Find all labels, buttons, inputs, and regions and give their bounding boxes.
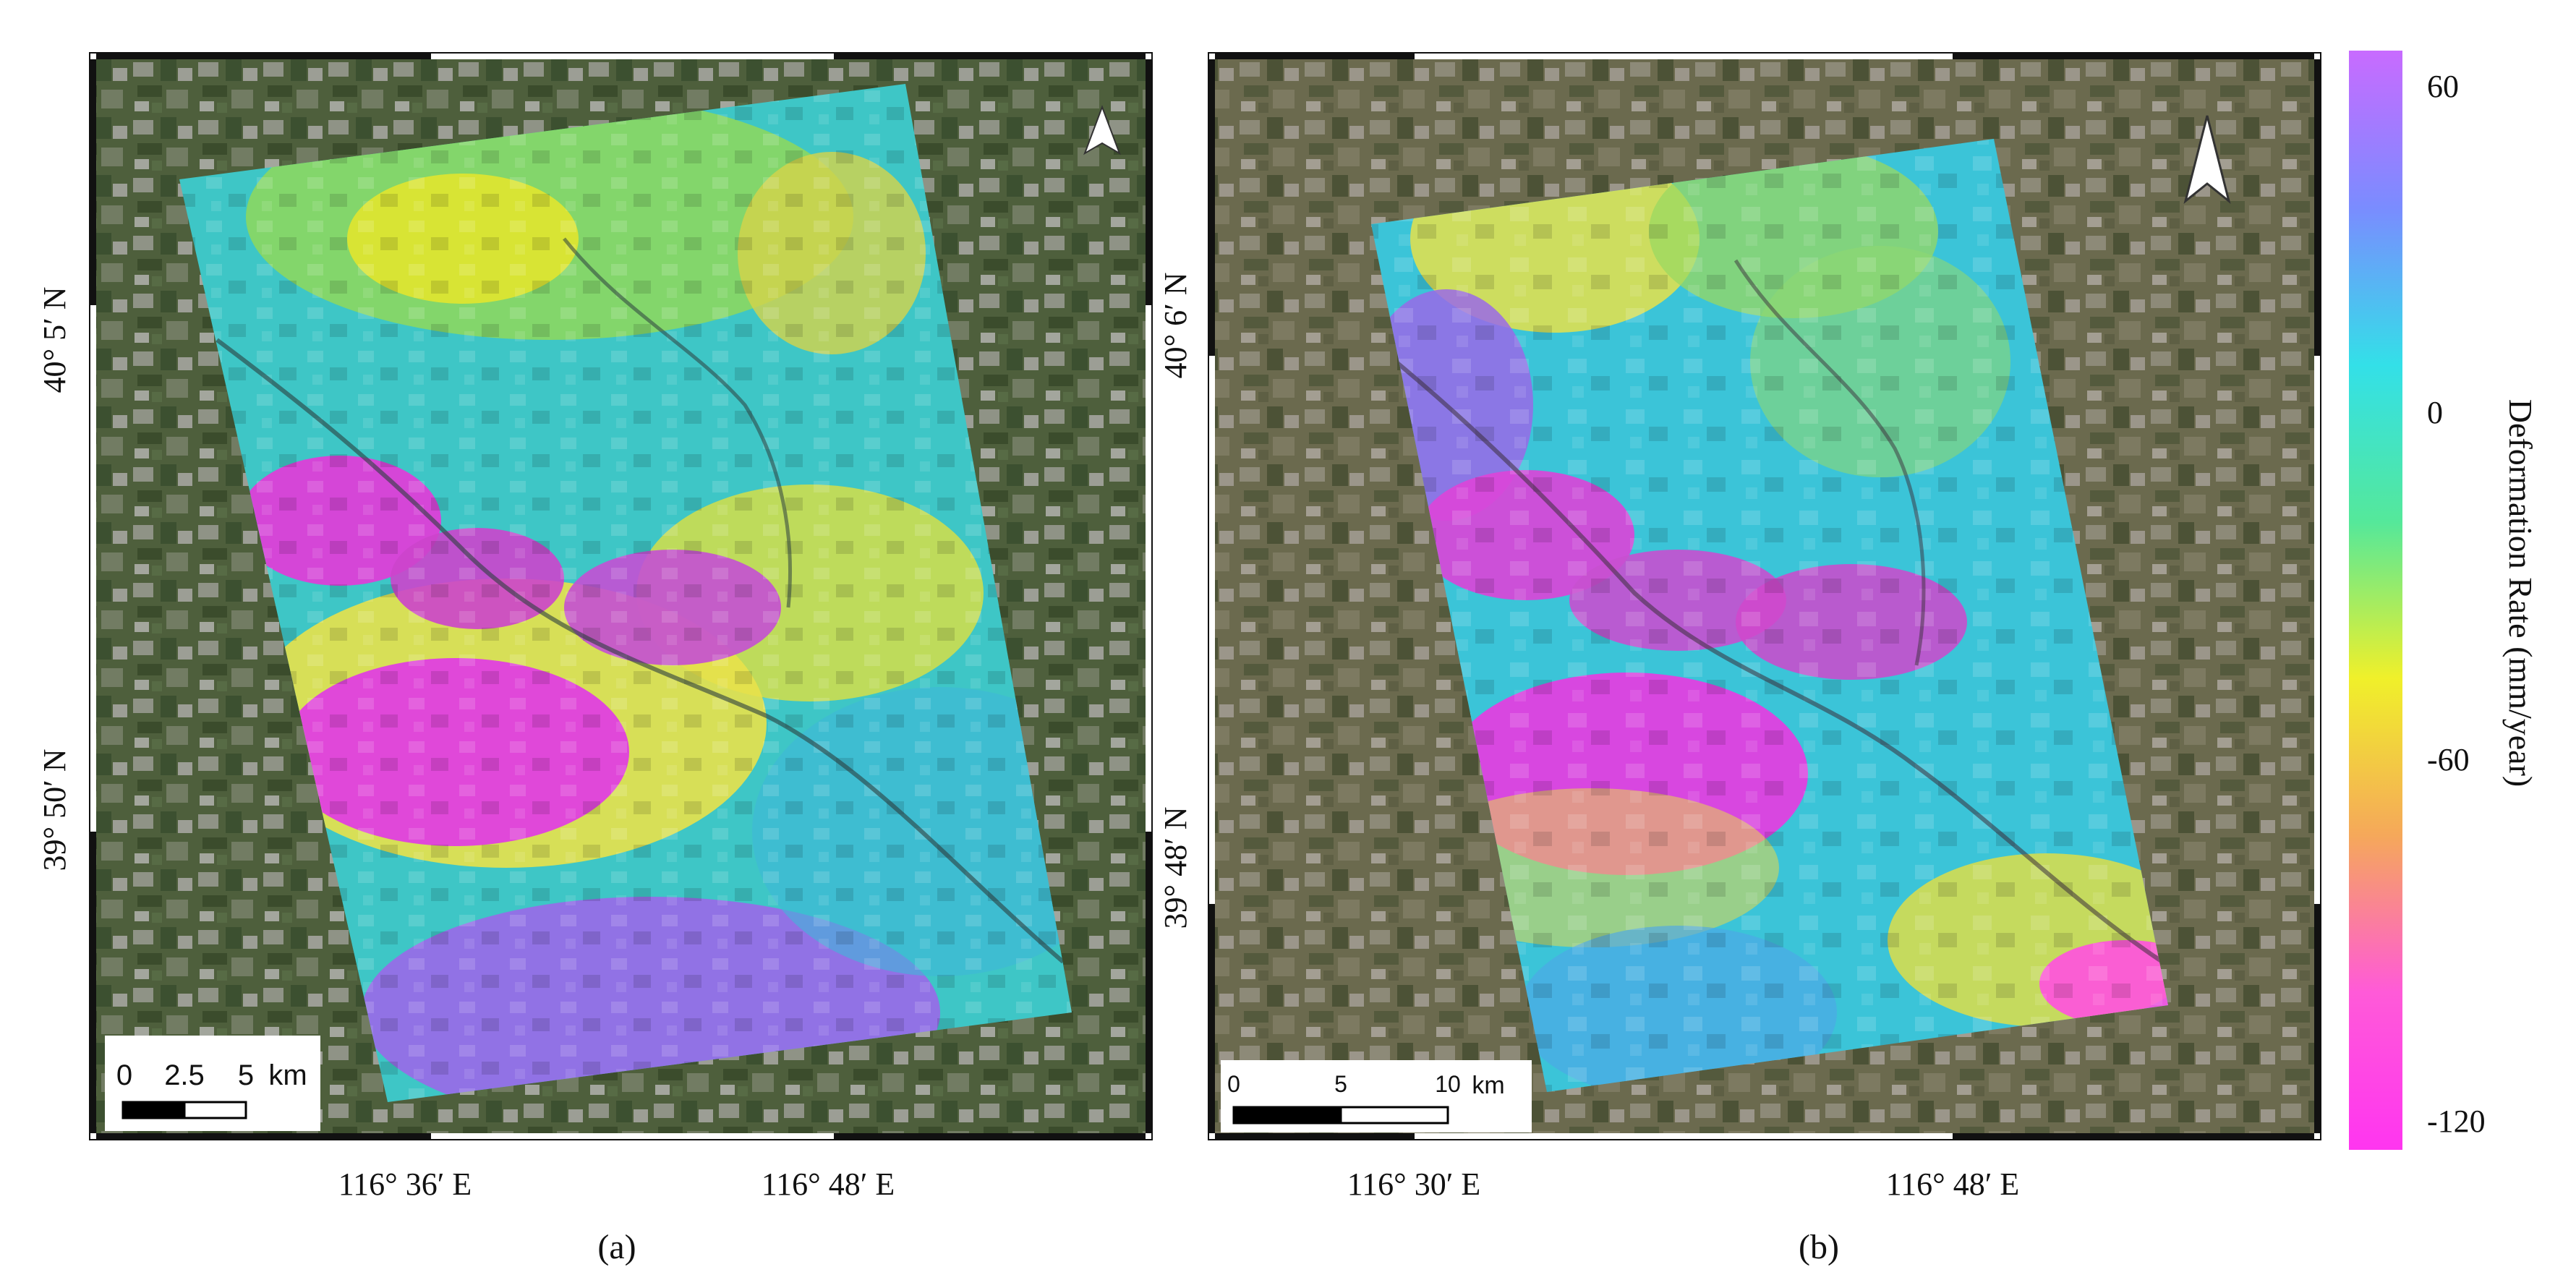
colorbar-tick-minus120: -120 [2427,1104,2486,1139]
scale-tick-0: 0 [1227,1071,1240,1097]
lon-label-a-1: 116° 36′ E [338,1166,472,1202]
frame-segment [1215,53,1415,59]
scale-tick-1: 2.5 [164,1059,205,1091]
lat-label-a-1: 40° 5′ N [37,287,72,393]
colorbar-tick-0: 0 [2427,395,2443,430]
map-panel-a: 0 2.5 5 km 40° 5′ N 39° 50′ N 116° 36′ E… [37,52,1153,1266]
lat-label-b-2: 39° 48′ N [1158,807,1193,929]
north-arrow-icon [1083,105,1121,155]
colorbar-tick-minus60: -60 [2427,742,2470,777]
lon-label-b-1: 116° 30′ E [1347,1166,1480,1202]
colorbar-gradient [2349,51,2402,1150]
scale-tick-1: 5 [1334,1071,1347,1097]
scale-unit: km [268,1059,307,1091]
map-panel-b: 0 5 10 km 40° 6′ N 39° 48′ N 116° 30′ E … [1158,52,2321,1266]
lat-label-b-1: 40° 6′ N [1158,273,1193,379]
lon-label-a-2: 116° 48′ E [762,1166,895,1202]
frame-segment [96,53,431,59]
panel-caption-a: (a) [597,1228,636,1266]
colorbar: 60 0 -60 -120 Deformation Rate (mm/year) [2349,51,2539,1150]
scale-tick-2: 10 [1435,1071,1461,1097]
north-arrow-icon [2183,115,2231,204]
colorbar-tick-60: 60 [2427,69,2459,104]
deformation-overlay [179,84,1072,1102]
scale-tick-0: 0 [116,1059,132,1091]
panel-caption-b: (b) [1799,1228,1839,1266]
colorbar-title: Deformation Rate (mm/year) [2502,399,2539,787]
scale-unit: km [1472,1072,1504,1099]
scale-tick-2: 5 [238,1059,254,1091]
lat-label-a-2: 39° 50′ N [37,749,72,871]
lon-label-b-2: 116° 48′ E [1886,1166,2019,1202]
